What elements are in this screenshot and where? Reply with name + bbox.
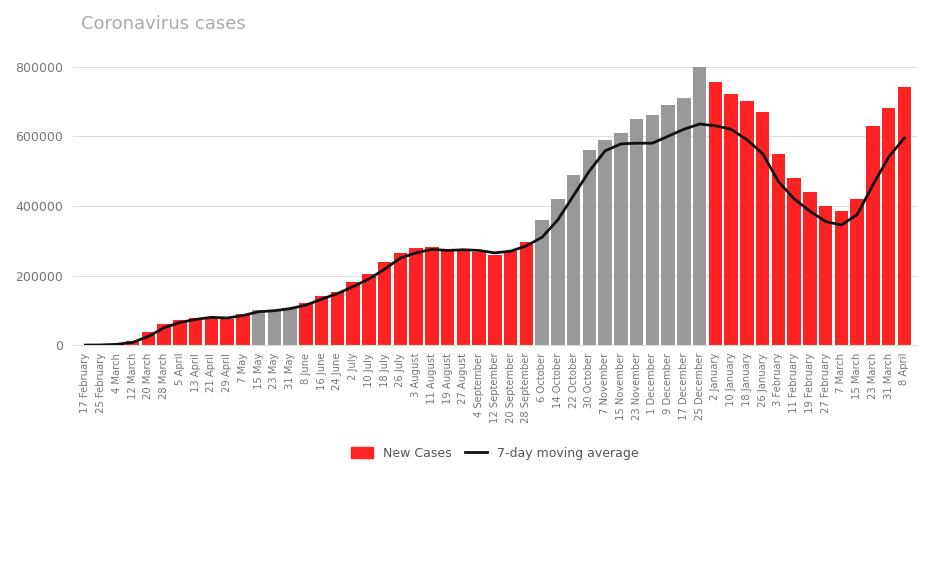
- Bar: [567, 174, 581, 345]
- Bar: [441, 250, 454, 345]
- Bar: [205, 317, 218, 345]
- Bar: [866, 126, 880, 345]
- Bar: [425, 247, 439, 345]
- Bar: [347, 282, 360, 345]
- Bar: [898, 87, 911, 345]
- Bar: [582, 150, 596, 345]
- Legend: New Cases, 7-day moving average: New Cases, 7-day moving average: [346, 442, 644, 465]
- Bar: [173, 320, 186, 345]
- Bar: [363, 274, 376, 345]
- Bar: [393, 253, 407, 345]
- Bar: [662, 105, 675, 345]
- Bar: [535, 220, 549, 345]
- Bar: [377, 262, 391, 345]
- Bar: [315, 296, 328, 345]
- Bar: [189, 318, 202, 345]
- Bar: [110, 344, 124, 345]
- Bar: [740, 102, 754, 345]
- Bar: [488, 255, 501, 345]
- Bar: [551, 199, 565, 345]
- Bar: [708, 82, 722, 345]
- Bar: [598, 139, 611, 345]
- Bar: [678, 98, 691, 345]
- Bar: [158, 324, 171, 345]
- Bar: [882, 108, 896, 345]
- Bar: [756, 112, 769, 345]
- Bar: [267, 311, 281, 345]
- Bar: [409, 249, 423, 345]
- Text: Coronavirus cases: Coronavirus cases: [81, 15, 246, 33]
- Bar: [819, 206, 832, 345]
- Bar: [331, 292, 344, 345]
- Bar: [630, 119, 643, 345]
- Bar: [299, 304, 312, 345]
- Bar: [646, 115, 659, 345]
- Bar: [220, 319, 234, 345]
- Bar: [126, 341, 139, 345]
- Bar: [803, 192, 816, 345]
- Bar: [692, 67, 706, 345]
- Bar: [614, 133, 627, 345]
- Bar: [473, 252, 486, 345]
- Bar: [851, 199, 864, 345]
- Bar: [236, 314, 250, 345]
- Bar: [724, 95, 738, 345]
- Bar: [504, 251, 517, 345]
- Bar: [788, 178, 801, 345]
- Bar: [142, 332, 155, 345]
- Bar: [252, 309, 266, 345]
- Bar: [835, 211, 848, 345]
- Bar: [283, 309, 296, 345]
- Bar: [520, 242, 533, 345]
- Bar: [772, 154, 785, 345]
- Bar: [457, 250, 470, 345]
